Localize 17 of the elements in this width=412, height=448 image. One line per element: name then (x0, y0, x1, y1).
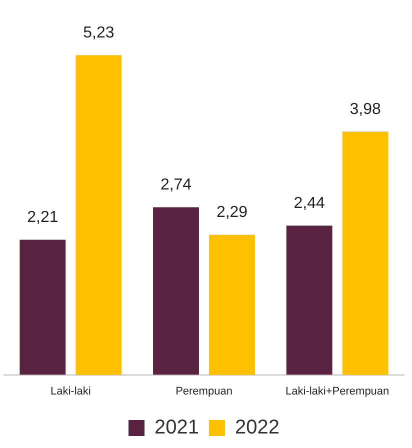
data-label: 3,98 (350, 100, 382, 118)
data-label: 2,74 (160, 176, 192, 194)
x-tick-label: Perempuan (176, 385, 232, 398)
data-label: 2,44 (294, 195, 326, 212)
bar (153, 207, 199, 375)
x-tick-label: Laki-laki (50, 385, 91, 398)
data-label: 5,23 (83, 24, 114, 42)
bar (76, 55, 122, 375)
legend-label: 2022 (235, 416, 280, 439)
data-label: 2,29 (216, 204, 248, 222)
bar (342, 131, 388, 375)
bar (286, 226, 332, 375)
bar (209, 234, 255, 375)
data-label: 2,21 (27, 209, 58, 226)
legend-label: 2021 (154, 416, 200, 439)
bar (20, 240, 66, 375)
x-tick-label: Laki-laki+Perempuan (286, 385, 390, 398)
